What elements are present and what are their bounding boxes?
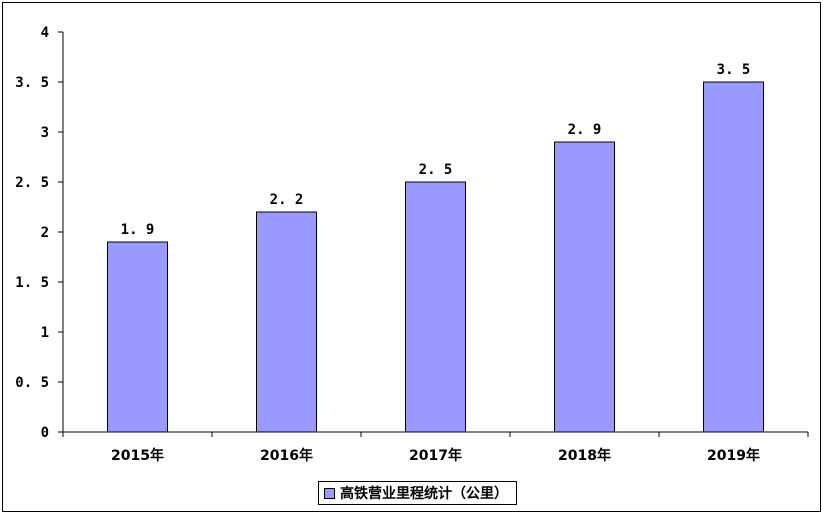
x-category-label: 2018年 <box>558 447 611 464</box>
y-tick-label: 3 <box>41 125 49 141</box>
y-tick-label: 4 <box>41 25 49 41</box>
bar <box>405 181 466 433</box>
data-label: 2. 5 <box>419 162 453 178</box>
legend-label: 高铁营业里程统计（公里） <box>340 486 508 502</box>
bar <box>554 141 615 433</box>
bar <box>107 241 168 433</box>
x-category-label: 2017年 <box>409 447 462 464</box>
y-tick-label: 2. 5 <box>15 175 49 191</box>
x-category-label: 2016年 <box>260 447 313 464</box>
y-tick-label: 1. 5 <box>15 275 49 291</box>
y-tick-label: 1 <box>41 325 49 341</box>
y-tick-label: 2 <box>41 225 49 241</box>
data-label: 2. 2 <box>270 192 304 208</box>
y-tick-label: 3. 5 <box>15 75 49 91</box>
x-category-label: 2019年 <box>707 447 760 464</box>
legend-swatch <box>324 487 335 499</box>
data-label: 1. 9 <box>121 222 155 238</box>
data-label: 2. 9 <box>568 122 602 138</box>
data-label: 3. 5 <box>717 62 751 78</box>
y-tick-label: 0. 5 <box>15 375 49 391</box>
x-category-label: 2015年 <box>111 447 164 464</box>
bar <box>256 211 317 433</box>
legend: 高铁营业里程统计（公里） <box>318 481 517 505</box>
y-tick-label: 0 <box>41 425 49 441</box>
bar <box>703 81 764 433</box>
